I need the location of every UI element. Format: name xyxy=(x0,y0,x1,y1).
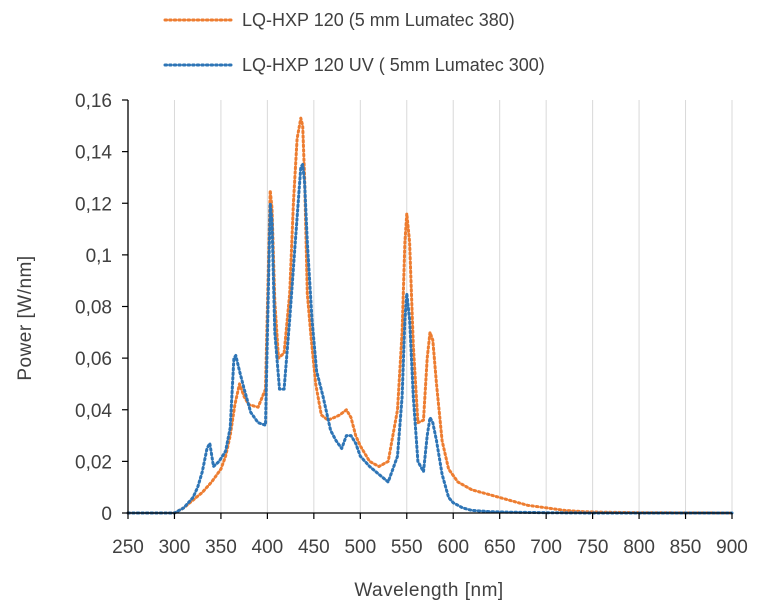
y-tick-label: 0,04 xyxy=(75,401,112,422)
x-tick-label: 700 xyxy=(530,537,562,558)
x-tick-label: 900 xyxy=(716,537,748,558)
x-tick-label: 300 xyxy=(159,537,191,558)
x-tick-label: 600 xyxy=(437,537,469,558)
x-tick-label: 850 xyxy=(670,537,702,558)
y-tick-label: 0,1 xyxy=(86,246,112,267)
y-axis-title: Power [W/nm] xyxy=(15,255,36,380)
x-tick-label: 650 xyxy=(484,537,516,558)
x-tick-label: 800 xyxy=(623,537,655,558)
y-tick-label: 0 xyxy=(101,504,112,525)
legend-label-2: LQ-HXP 120 UV ( 5mm Lumatec 300) xyxy=(242,55,545,75)
x-tick-label: 450 xyxy=(298,537,330,558)
grid-layer xyxy=(173,100,733,513)
x-tick-label: 550 xyxy=(391,537,423,558)
y-tick-label: 0,12 xyxy=(75,194,112,215)
x-tick-label: 750 xyxy=(577,537,609,558)
y-tick-label: 0,08 xyxy=(75,298,112,319)
series-layer xyxy=(126,116,734,515)
y-tick-label: 0,16 xyxy=(75,91,112,112)
legend: LQ-HXP 120 (5 mm Lumatec 380) LQ-HXP 120 … xyxy=(163,10,545,75)
y-tick-label: 0,02 xyxy=(75,452,112,473)
x-tick-label: 500 xyxy=(344,537,376,558)
y-tick-label: 0,06 xyxy=(75,349,112,370)
series-line-2 xyxy=(126,163,734,515)
legend-label-1: LQ-HXP 120 (5 mm Lumatec 380) xyxy=(242,10,515,30)
x-tick-label: 250 xyxy=(112,537,144,558)
x-tick-label: 350 xyxy=(205,537,237,558)
x-axis-title: Wavelength [nm] xyxy=(354,580,503,601)
axis-layer: 0 0,02 0,04 0,06 0,08 0,1 0,12 0,14 0,16 250 300 35… xyxy=(75,91,748,558)
series-line-1 xyxy=(126,116,734,515)
y-tick-label: 0,14 xyxy=(75,143,112,164)
x-tick-label: 400 xyxy=(252,537,284,558)
